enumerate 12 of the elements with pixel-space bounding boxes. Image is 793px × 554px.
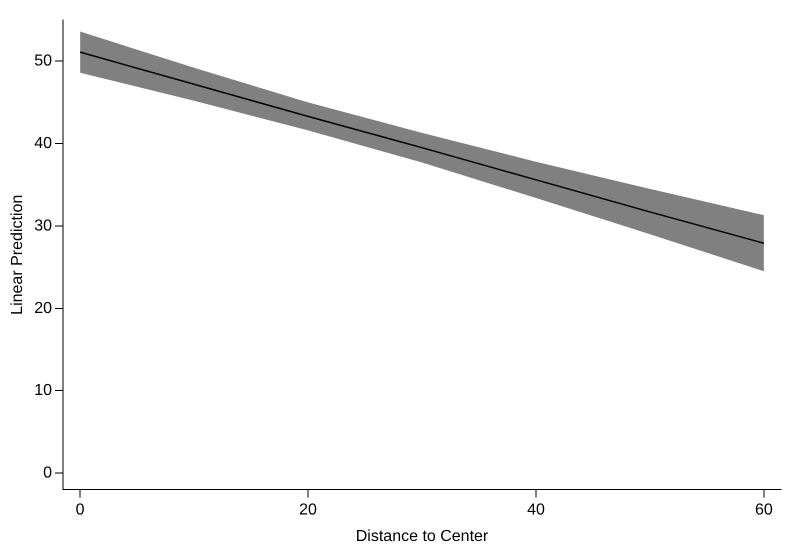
- y-tick-label: 30: [34, 217, 52, 234]
- x-axis-title: Distance to Center: [356, 528, 489, 545]
- y-axis-title: Linear Prediction: [9, 194, 26, 315]
- x-tick-label: 40: [527, 502, 545, 519]
- x-tick-label: 20: [299, 502, 318, 519]
- x-tick-label: 60: [755, 502, 773, 519]
- y-tick-label: 50: [34, 52, 52, 70]
- y-tick-label: 10: [34, 382, 52, 400]
- y-tick-label: 0: [43, 464, 52, 482]
- x-tick-label: 0: [76, 502, 85, 519]
- y-tick-label: 20: [34, 300, 52, 317]
- y-tick-label: 40: [34, 134, 52, 152]
